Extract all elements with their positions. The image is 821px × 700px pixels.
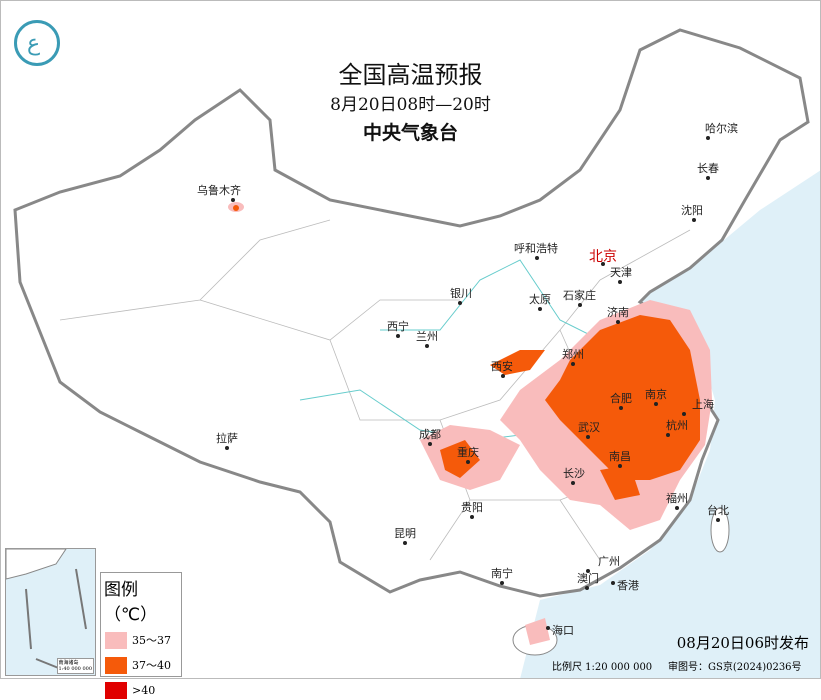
- legend-swatch: [105, 681, 127, 699]
- heat-35-37: [525, 618, 550, 645]
- cma-logo-icon: ع: [27, 31, 41, 56]
- city-label-capital: 北京: [589, 249, 617, 265]
- city-dot: [538, 307, 542, 311]
- city-label: 贵阳: [461, 501, 483, 514]
- city-dot: [500, 581, 504, 585]
- city-dot: [601, 262, 605, 266]
- heat-37-40: [545, 315, 700, 480]
- city-label: 拉萨: [216, 432, 238, 445]
- city-dot: [571, 362, 575, 366]
- legend-item: 35～37: [105, 630, 181, 650]
- inset-caption: 南海诸岛 1:40 000 000: [56, 658, 94, 674]
- city-label: 呼和浩特: [514, 242, 558, 255]
- city-label: 合肥: [610, 392, 632, 405]
- city-dot: [619, 406, 623, 410]
- city-dot: [585, 586, 589, 590]
- china-map: [13, 28, 821, 679]
- publish-time: 08月20日06时发布: [676, 634, 809, 652]
- city-dot: [706, 136, 710, 140]
- map-title: 全国高温预报: [338, 61, 483, 89]
- city-label: 银川: [450, 287, 472, 300]
- city-label: 天津: [610, 266, 632, 279]
- legend-item: 37～40: [105, 655, 181, 675]
- sea-area: [520, 170, 821, 679]
- legend-swatch: [105, 656, 127, 674]
- city-dot: [706, 176, 710, 180]
- city-dot: [578, 303, 582, 307]
- city-dot: [654, 402, 658, 406]
- city-dot: [618, 280, 622, 284]
- city-dot: [586, 435, 590, 439]
- city-label: 南京: [645, 388, 667, 401]
- city-label: 香港: [617, 579, 639, 592]
- city-label: 成都: [419, 428, 441, 441]
- city-label: 杭州: [666, 419, 688, 432]
- city-label: 郑州: [562, 348, 584, 361]
- south-china-sea-inset: 南海诸岛 1:40 000 000: [5, 548, 96, 676]
- inset-map: [5, 548, 87, 670]
- city-dot: [675, 506, 679, 510]
- city-dot: [546, 626, 550, 630]
- heat-areas: [228, 202, 712, 645]
- city-dot: [466, 460, 470, 464]
- forecast-period: 8月20日08时—20时: [330, 95, 491, 115]
- city-label: 济南: [607, 306, 629, 319]
- city-label: 台北: [707, 504, 729, 517]
- city-dot: [396, 334, 400, 338]
- city-dot: [458, 301, 462, 305]
- city-label: 武汉: [578, 421, 600, 434]
- city-label: 长沙: [563, 467, 585, 480]
- city-dot: [501, 374, 505, 378]
- city-label: 海口: [552, 624, 574, 637]
- city-dot: [231, 198, 235, 202]
- city-dot: [692, 218, 696, 222]
- city-dot: [716, 518, 720, 522]
- city-dot: [611, 581, 615, 585]
- taiwan-island: [710, 507, 730, 553]
- heat-37-40: [233, 205, 239, 211]
- city-dot: [428, 442, 432, 446]
- city-label: 西安: [491, 360, 513, 373]
- city-label: 福州: [666, 492, 688, 505]
- city-label: 长春: [697, 162, 719, 175]
- legend-swatch: [105, 631, 127, 649]
- city-label: 昆明: [394, 527, 416, 540]
- heat-37-40: [440, 440, 480, 478]
- city-dot: [403, 541, 407, 545]
- legend-item: >40: [105, 680, 181, 700]
- heat-37-40: [490, 350, 545, 375]
- city-label: 沈阳: [681, 204, 703, 217]
- city-label: 澳门: [577, 572, 599, 585]
- logo: ع: [14, 20, 60, 66]
- city-label: 太原: [529, 293, 551, 306]
- city-label: 上海: [692, 398, 714, 411]
- city-label: 西宁: [387, 320, 409, 333]
- city-dot: [618, 464, 622, 468]
- city-dot: [571, 481, 575, 485]
- city-dot: [616, 320, 620, 324]
- map-scale: 比例尺 1:20 000 000: [552, 662, 653, 673]
- city-dot: [425, 344, 429, 348]
- city-dot: [682, 412, 686, 416]
- city-label: 乌鲁木齐: [197, 184, 241, 197]
- city-label: 广州: [598, 555, 620, 568]
- legend-title: 图例（℃）: [104, 580, 158, 625]
- city-label: 石家庄: [563, 289, 596, 302]
- legend: 图例（℃） 35～37 37～40 >40: [100, 572, 182, 699]
- city-dot: [535, 256, 539, 260]
- city-dot: [586, 569, 590, 573]
- city-dot: [225, 446, 229, 450]
- review-number: 审图号：GS京(2024)0236号: [668, 662, 802, 673]
- city-label: 兰州: [416, 330, 438, 343]
- city-label: 南宁: [491, 567, 513, 580]
- city-label: 南昌: [609, 450, 631, 463]
- heat-37-40: [600, 465, 640, 500]
- city-dot: [666, 433, 670, 437]
- city-label: 哈尔滨: [705, 122, 738, 135]
- issuer: 中央气象台: [362, 122, 458, 144]
- city-label: 重庆: [457, 446, 479, 459]
- city-dot: [470, 515, 474, 519]
